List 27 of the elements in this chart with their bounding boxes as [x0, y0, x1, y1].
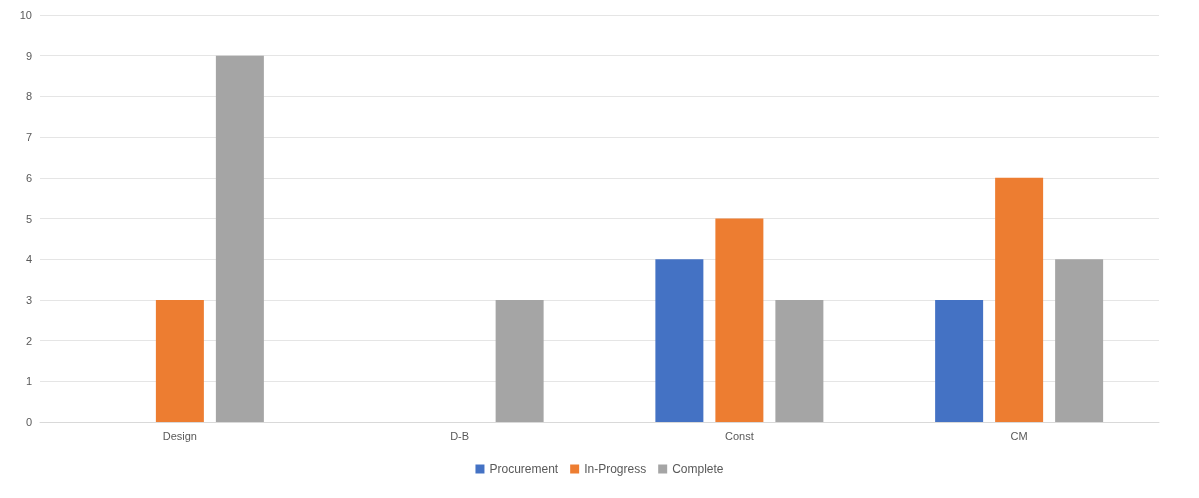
- bar: [215, 55, 264, 422]
- y-tick-label: 9: [25, 49, 32, 62]
- bar: [775, 299, 824, 422]
- y-tick-label: 1: [25, 375, 32, 388]
- y-tick-label: 0: [25, 416, 32, 428]
- y-tick-label: 3: [25, 293, 32, 306]
- y-tick-label: 7: [25, 131, 32, 144]
- x-tick-label: CM: [1010, 429, 1028, 442]
- bar: [935, 299, 984, 422]
- legend-label: In-Progress: [584, 462, 647, 476]
- legend-label: Procurement: [489, 462, 559, 476]
- x-tick-label: Const: [725, 429, 754, 442]
- y-tick-label: 2: [25, 334, 32, 347]
- y-tick-label: 5: [25, 212, 32, 225]
- bar: [495, 299, 544, 422]
- x-tick-label: D-B: [450, 429, 470, 442]
- bar: [715, 218, 764, 422]
- y-tick-label: 6: [25, 171, 32, 184]
- bar: [995, 177, 1044, 422]
- bar: [155, 299, 204, 422]
- y-tick-label: 10: [19, 9, 32, 21]
- y-tick-label: 4: [25, 253, 32, 266]
- y-tick-label: 8: [25, 90, 32, 103]
- bar: [655, 259, 704, 422]
- legend-label: Complete: [672, 462, 724, 476]
- x-tick-label: Design: [162, 429, 197, 442]
- bar: [1055, 259, 1104, 422]
